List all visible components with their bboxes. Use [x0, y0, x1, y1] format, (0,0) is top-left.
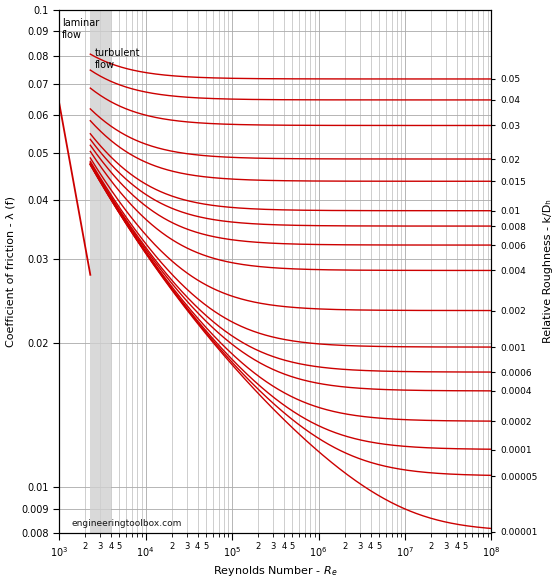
- X-axis label: Reynolds Number - $R_e$: Reynolds Number - $R_e$: [213, 565, 338, 578]
- Text: turbulent
flow: turbulent flow: [95, 48, 140, 70]
- Y-axis label: Coefficient of friction - λ (f): Coefficient of friction - λ (f): [6, 196, 16, 347]
- Text: engineeringtoolbox.com: engineeringtoolbox.com: [72, 519, 182, 528]
- Y-axis label: Relative Roughness - k/Dₕ: Relative Roughness - k/Dₕ: [543, 200, 553, 343]
- Text: laminar
flow: laminar flow: [62, 18, 99, 40]
- Bar: [91, 9, 111, 533]
